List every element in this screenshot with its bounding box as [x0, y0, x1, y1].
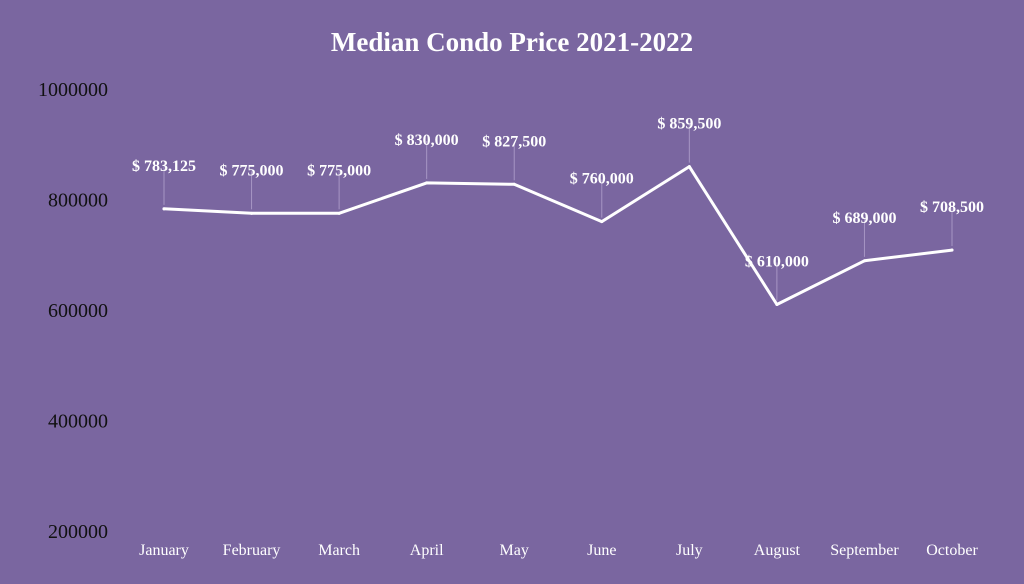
data-label-leaders	[163, 124, 953, 301]
data-point	[862, 259, 866, 263]
data-point	[775, 302, 779, 306]
x-tick-label: February	[223, 542, 281, 559]
data-label: $ 708,500	[920, 199, 984, 216]
data-point	[162, 207, 166, 211]
x-tick-label: March	[318, 542, 360, 559]
data-point	[425, 181, 429, 185]
y-tick-label: 200000	[48, 521, 108, 543]
data-label: $ 760,000	[570, 171, 634, 188]
data-point	[687, 165, 691, 169]
y-axis-ticks: 200000 400000 600000 800000 1000000	[38, 79, 108, 543]
data-point	[512, 182, 516, 186]
chart-title: Median Condo Price 2021-2022	[331, 27, 693, 57]
x-tick-label: June	[587, 542, 616, 559]
data-label: $ 689,000	[832, 210, 896, 227]
x-axis-ticks: January February March April May June July Augu…	[139, 542, 978, 559]
data-label: $ 827,500	[482, 133, 546, 150]
data-point	[950, 248, 954, 252]
x-tick-label: July	[676, 542, 703, 559]
data-label: $ 859,500	[657, 116, 721, 133]
x-tick-label: October	[926, 542, 978, 559]
x-tick-label: August	[754, 542, 801, 559]
data-label: $ 775,000	[220, 162, 284, 179]
x-tick-label: January	[139, 542, 189, 559]
series-line	[162, 165, 954, 306]
data-point	[250, 211, 254, 215]
x-tick-label: September	[830, 542, 899, 559]
y-tick-label: 1000000	[38, 79, 108, 101]
data-label: $ 610,000	[745, 253, 809, 270]
data-labels: $ 783,125 $ 775,000 $ 775,000 $ 830,000 $ 82…	[132, 116, 984, 271]
x-tick-label: May	[500, 542, 529, 559]
y-tick-label: 600000	[48, 300, 108, 322]
data-label: $ 830,000	[395, 132, 459, 149]
y-tick-label: 800000	[48, 190, 108, 212]
data-point	[337, 211, 341, 215]
y-tick-label: 400000	[48, 411, 108, 433]
series-group	[162, 165, 954, 306]
data-point	[600, 220, 604, 224]
data-label: $ 783,125	[132, 158, 196, 175]
data-label: $ 775,000	[307, 162, 371, 179]
x-tick-label: April	[410, 542, 444, 559]
